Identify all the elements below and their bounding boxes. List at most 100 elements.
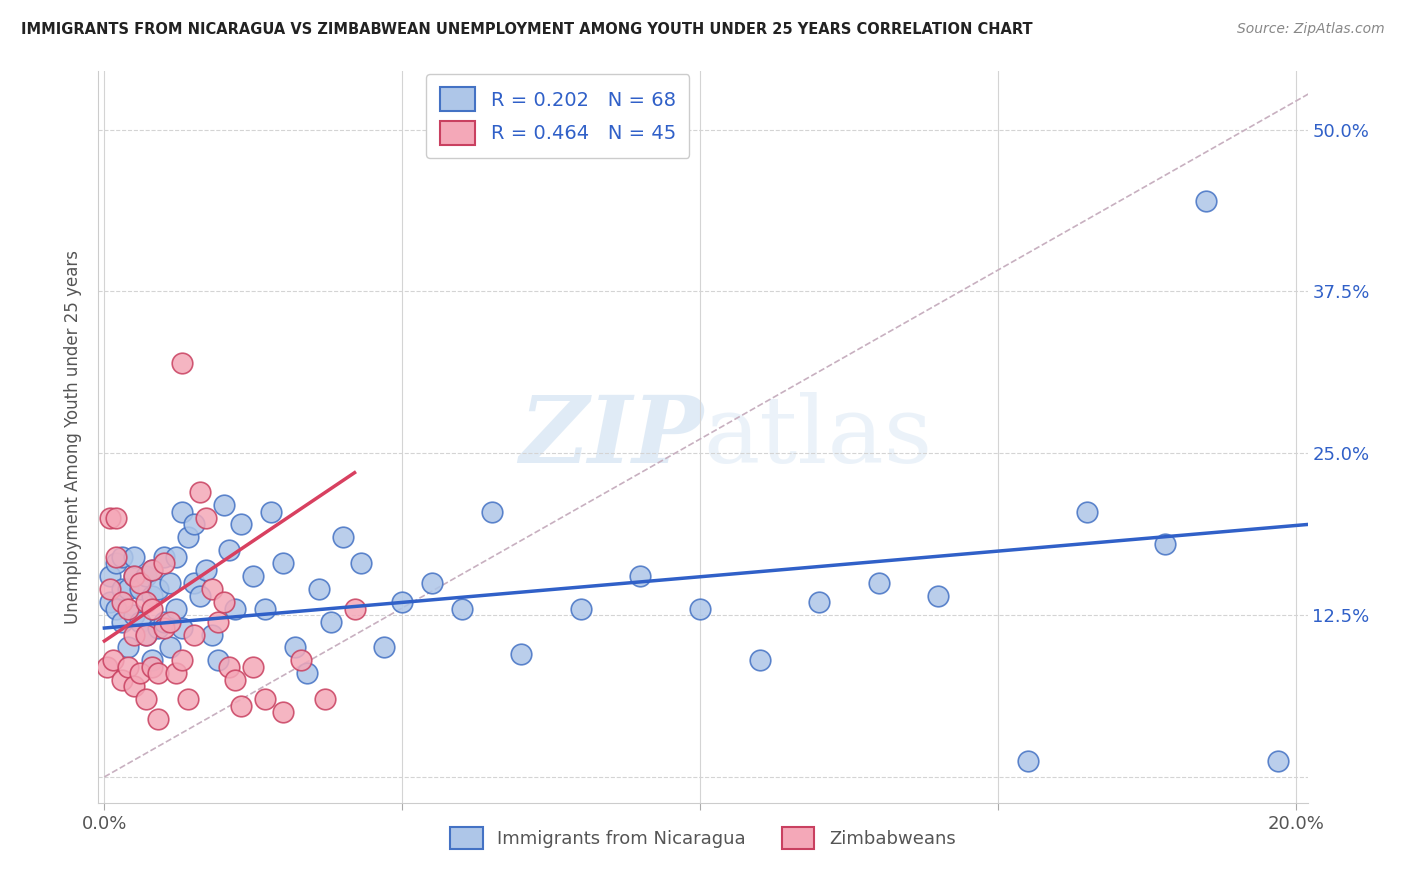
- Point: [129, 615, 152, 629]
- Point: [146, 712, 169, 726]
- Point: [808, 595, 831, 609]
- Point: [212, 498, 235, 512]
- Point: [177, 692, 200, 706]
- Point: [194, 563, 217, 577]
- Point: [194, 511, 217, 525]
- Y-axis label: Unemployment Among Youth under 25 years: Unemployment Among Youth under 25 years: [65, 250, 83, 624]
- Point: [153, 621, 176, 635]
- Point: [224, 673, 246, 687]
- Point: [117, 640, 139, 655]
- Point: [122, 569, 145, 583]
- Point: [141, 563, 163, 577]
- Point: [183, 627, 205, 641]
- Point: [103, 653, 125, 667]
- Point: [212, 595, 235, 609]
- Point: [1017, 755, 1039, 769]
- Point: [1076, 504, 1098, 518]
- Point: [111, 582, 134, 597]
- Point: [188, 589, 211, 603]
- Point: [159, 615, 181, 629]
- Legend: Immigrants from Nicaragua, Zimbabweans: Immigrants from Nicaragua, Zimbabweans: [443, 820, 963, 856]
- Point: [111, 595, 134, 609]
- Point: [165, 666, 187, 681]
- Text: ZIP: ZIP: [519, 392, 703, 482]
- Point: [1153, 537, 1175, 551]
- Point: [146, 621, 169, 635]
- Point: [630, 569, 652, 583]
- Point: [207, 653, 229, 667]
- Point: [105, 549, 128, 564]
- Text: Source: ZipAtlas.com: Source: ZipAtlas.com: [1237, 22, 1385, 37]
- Point: [349, 557, 371, 571]
- Point: [135, 692, 157, 706]
- Point: [117, 660, 139, 674]
- Point: [141, 589, 163, 603]
- Point: [200, 627, 222, 641]
- Point: [242, 660, 264, 674]
- Point: [284, 640, 307, 655]
- Point: [242, 569, 264, 583]
- Point: [122, 608, 145, 623]
- Point: [927, 589, 949, 603]
- Point: [111, 615, 134, 629]
- Text: IMMIGRANTS FROM NICARAGUA VS ZIMBABWEAN UNEMPLOYMENT AMONG YOUTH UNDER 25 YEARS : IMMIGRANTS FROM NICARAGUA VS ZIMBABWEAN …: [21, 22, 1033, 37]
- Point: [1195, 194, 1218, 208]
- Point: [105, 511, 128, 525]
- Point: [481, 504, 503, 518]
- Point: [105, 601, 128, 615]
- Point: [231, 517, 253, 532]
- Point: [141, 563, 163, 577]
- Point: [260, 504, 283, 518]
- Point: [146, 582, 169, 597]
- Point: [224, 601, 246, 615]
- Point: [314, 692, 336, 706]
- Point: [183, 517, 205, 532]
- Point: [271, 705, 294, 719]
- Point: [218, 660, 240, 674]
- Point: [200, 582, 222, 597]
- Point: [165, 601, 187, 615]
- Point: [295, 666, 318, 681]
- Point: [111, 673, 134, 687]
- Point: [271, 557, 294, 571]
- Point: [129, 582, 152, 597]
- Point: [98, 569, 121, 583]
- Point: [868, 575, 890, 590]
- Point: [135, 595, 157, 609]
- Point: [748, 653, 770, 667]
- Point: [510, 647, 533, 661]
- Point: [135, 627, 157, 641]
- Point: [153, 615, 176, 629]
- Point: [141, 660, 163, 674]
- Point: [188, 485, 211, 500]
- Point: [343, 601, 366, 615]
- Point: [170, 356, 193, 370]
- Point: [170, 653, 193, 667]
- Point: [135, 627, 157, 641]
- Point: [98, 511, 121, 525]
- Point: [373, 640, 395, 655]
- Point: [141, 653, 163, 667]
- Point: [129, 666, 152, 681]
- Point: [308, 582, 330, 597]
- Point: [450, 601, 472, 615]
- Point: [165, 549, 187, 564]
- Point: [231, 698, 253, 713]
- Point: [1267, 755, 1289, 769]
- Point: [170, 621, 193, 635]
- Point: [117, 601, 139, 615]
- Point: [170, 504, 193, 518]
- Point: [141, 601, 163, 615]
- Point: [117, 582, 139, 597]
- Point: [290, 653, 312, 667]
- Point: [689, 601, 711, 615]
- Point: [254, 601, 277, 615]
- Point: [254, 692, 277, 706]
- Point: [105, 557, 128, 571]
- Point: [146, 666, 169, 681]
- Point: [122, 549, 145, 564]
- Point: [207, 615, 229, 629]
- Point: [218, 543, 240, 558]
- Point: [153, 549, 176, 564]
- Point: [159, 640, 181, 655]
